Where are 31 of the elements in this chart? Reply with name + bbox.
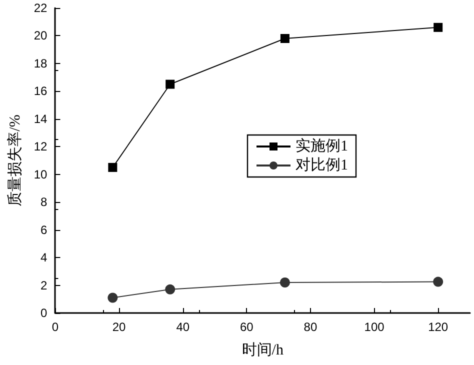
legend-label: 实施例1 (296, 138, 348, 154)
y-tick-label: 20 (34, 28, 48, 43)
point (434, 22, 443, 32)
point (433, 276, 444, 287)
y-tick-label: 18 (34, 56, 48, 70)
y-tick-label: 4 (40, 250, 48, 265)
point (280, 34, 290, 43)
x-tick-label: 80 (304, 320, 318, 334)
point (165, 284, 176, 294)
y-tick-label: 22 (34, 1, 48, 15)
y-tick-label: 6 (40, 222, 48, 237)
point (166, 80, 175, 89)
point (108, 292, 118, 303)
y-axis-title: 质量损失率/% (6, 114, 24, 206)
y-tick-label: 14 (34, 112, 48, 126)
x-tick-label: 60 (240, 320, 254, 334)
y-tick-label: 10 (34, 167, 48, 182)
legend-label: 对比例1 (296, 156, 348, 174)
x-tick-label: 100 (364, 320, 385, 334)
y-tick-label: 0 (40, 306, 48, 320)
x-tick-label: 0 (52, 320, 59, 334)
x-tick-label: 40 (176, 320, 190, 334)
y-tick-label: 12 (34, 140, 48, 154)
y-tick-label: 8 (40, 195, 48, 210)
x-axis-title: 时间/h (242, 342, 284, 358)
x-tick-label: 20 (112, 320, 126, 334)
point (280, 278, 290, 288)
y-tick-label: 16 (34, 84, 48, 98)
point (108, 162, 118, 172)
y-tick-label: 2 (40, 278, 48, 292)
x-tick-label: 120 (428, 320, 448, 334)
